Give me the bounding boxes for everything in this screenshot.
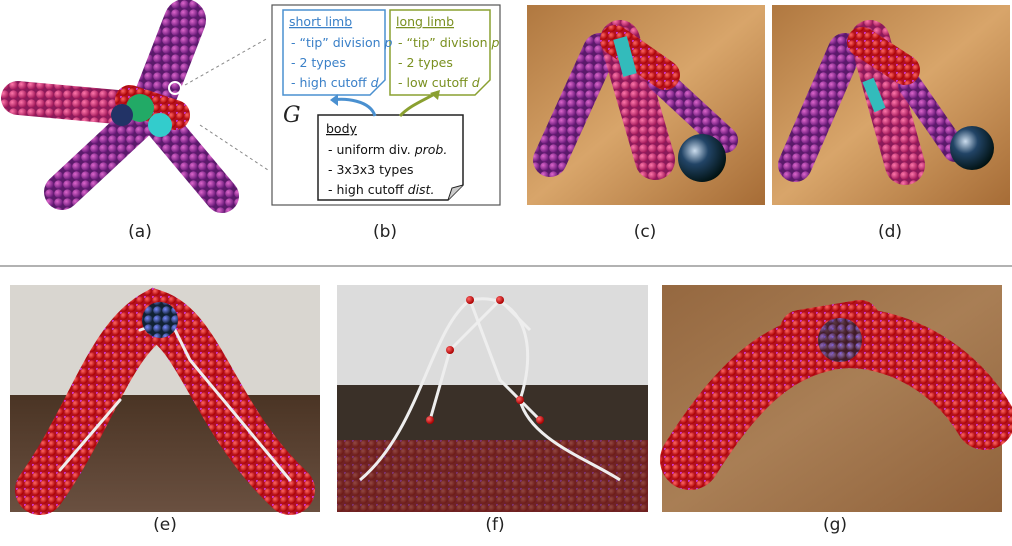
panel-c-image [527,5,765,205]
panel-label: (c) [634,222,657,242]
panel-label: (f) [485,515,504,535]
line-text: - “tip” division [398,35,492,50]
panel-label: (d) [878,222,902,242]
line-text: - high cutoff [328,182,408,197]
italic-term: p [384,35,393,50]
panel-label: (g) [823,515,847,535]
panel-a-image [18,20,268,196]
line-text: - uniform div. [328,142,415,157]
box-line: - “tip” division p [291,35,393,50]
panel-d-image [772,5,1010,205]
italic-term: dist. [408,182,435,197]
box-line: - 3x3x3 types [328,162,414,177]
line-text: - high cutoff [291,75,371,90]
line-text: - “tip” division [291,35,385,50]
panel-f-image [337,285,648,512]
box-line: - low cutoff d [398,75,480,90]
figure: G short limb- “tip” division p- 2 types-… [0,0,1012,546]
italic-term: d [371,75,379,90]
italic-term: d [472,75,480,90]
panel-label: (a) [128,222,152,242]
box-line: - high cutoff dist. [328,182,434,197]
box-title: long limb [396,14,454,29]
panel-e-image [10,285,320,512]
graph-symbol: G [283,103,301,128]
line-text: - 2 types [398,55,453,70]
panel-label: (e) [153,515,177,535]
panel-label: (b) [373,222,397,242]
box-line: - uniform div. prob. [328,142,447,157]
box-line: - 2 types [291,55,346,70]
panel-g-image [662,285,1002,512]
box-title: body [326,121,358,136]
line-text: - 3x3x3 types [328,162,414,177]
box-line: - 2 types [398,55,453,70]
italic-term: p [491,35,500,50]
panel-b-diagram: G short limb- “tip” division p- 2 types-… [272,5,500,205]
line-text: - 2 types [291,55,346,70]
line-text: - low cutoff [398,75,472,90]
italic-term: prob. [414,142,448,157]
box-line: - “tip” division p [398,35,500,50]
box-line: - high cutoff d [291,75,379,90]
box-title: short limb [289,14,352,29]
